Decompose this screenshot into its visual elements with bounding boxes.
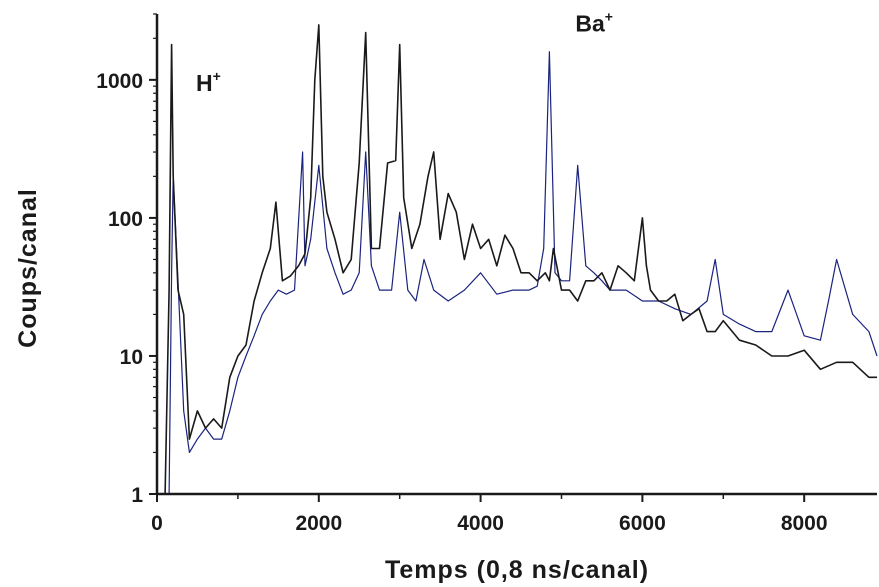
peak-annotation: H+ [196,68,221,96]
y-axis-title: Coups/canal [14,188,42,348]
peak-annotation: Ba+ [575,8,613,36]
x-tick-label: 6000 [619,512,666,535]
y-tick-label: 1 [131,484,143,507]
x-axis-title: Temps (0,8 ns/canal) [385,556,649,584]
series-line-1 [157,51,878,495]
x-tick-label: 2000 [295,512,342,535]
tick-layer: 0 2000 4000 6000 8000 1 10 100 1000 [96,13,828,535]
y-tick-label: 1000 [96,70,143,93]
x-tick-label: 8000 [781,512,828,535]
annotation-layer: H+ Ba+ [196,8,613,96]
y-tick-label: 100 [108,208,143,231]
axes-layer [155,14,877,496]
series-layer [157,24,878,495]
x-tick-label: 4000 [457,512,504,535]
series-line-0 [157,24,877,495]
y-tick-label: 10 [120,346,143,369]
x-tick-label: 0 [151,512,163,535]
